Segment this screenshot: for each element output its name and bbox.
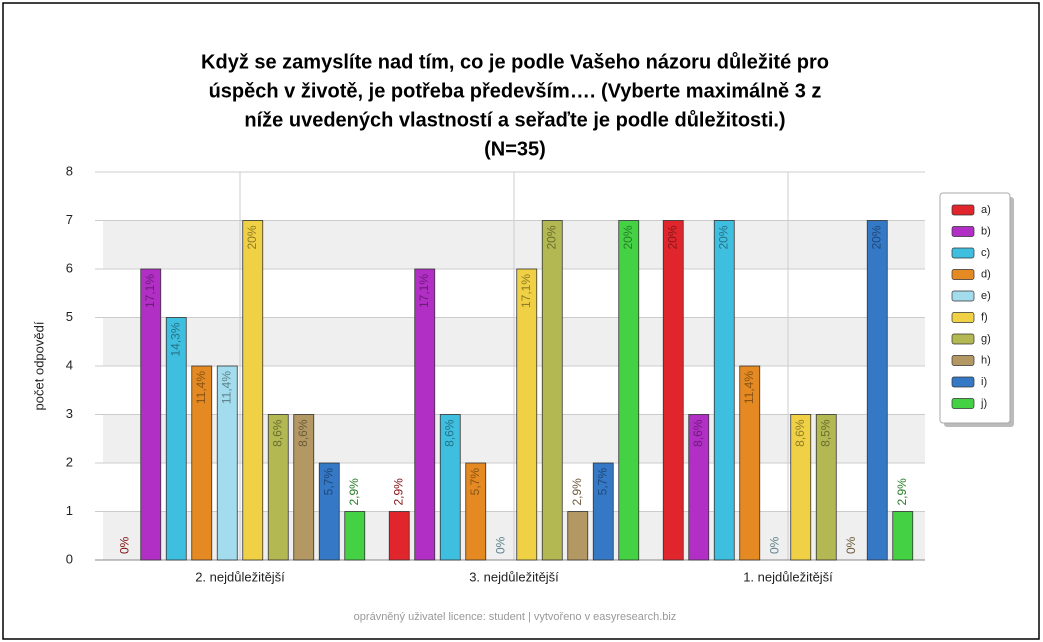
bar xyxy=(344,511,366,561)
bar xyxy=(739,365,761,561)
value-label: 5,7% xyxy=(321,468,335,496)
legend-label: d) xyxy=(981,268,991,280)
y-tick-label: 2 xyxy=(66,454,73,469)
y-tick-label: 1 xyxy=(66,503,73,518)
legend-label: c) xyxy=(981,247,990,259)
chart-title: Když se zamyslíte nad tím, co je podle V… xyxy=(201,51,829,73)
bar xyxy=(662,220,684,561)
bar xyxy=(567,511,589,561)
y-tick-label: 0 xyxy=(66,551,73,566)
value-label: 17,1% xyxy=(143,274,157,308)
legend-label: a) xyxy=(981,204,991,216)
bar xyxy=(267,414,289,561)
bar xyxy=(242,220,264,561)
y-tick-label: 5 xyxy=(66,309,73,324)
value-label: 8,6% xyxy=(793,419,807,447)
value-label: 17,1% xyxy=(519,274,533,308)
value-label: 20% xyxy=(665,225,679,249)
value-label: 0% xyxy=(493,536,507,554)
bar xyxy=(541,220,563,561)
value-label: 11,4% xyxy=(742,371,756,404)
bar xyxy=(140,268,162,561)
legend-swatch xyxy=(951,398,975,409)
x-tick-label: 2. nejdůležitější xyxy=(195,569,285,584)
legend-label: e) xyxy=(981,290,991,302)
value-label: 8,5% xyxy=(818,419,832,447)
value-label: 20% xyxy=(245,225,259,249)
value-label: 2,9% xyxy=(570,478,584,506)
bar xyxy=(439,414,461,561)
value-label: 20% xyxy=(716,225,730,249)
legend-label: g) xyxy=(981,333,991,345)
bar xyxy=(790,414,812,561)
footer: oprávněný uživatel licence: student | vy… xyxy=(354,611,677,623)
y-tick-label: 7 xyxy=(66,212,73,227)
y-tick-label: 3 xyxy=(66,406,73,421)
value-label: 2,9% xyxy=(347,478,361,506)
legend-label: j) xyxy=(980,397,987,409)
legend-box xyxy=(939,192,1011,424)
legend-swatch xyxy=(951,355,975,366)
legend-swatch xyxy=(951,204,975,216)
x-tick-label: 1. nejdůležitější xyxy=(743,569,833,584)
legend-swatch xyxy=(951,269,975,280)
legend-swatch xyxy=(951,333,975,345)
value-label: 2,9% xyxy=(895,478,909,506)
bar xyxy=(165,317,187,561)
value-label: 8,6% xyxy=(296,419,310,447)
value-label: 0% xyxy=(844,536,858,554)
y-axis-label: počet odpovědí xyxy=(31,321,46,410)
bar xyxy=(688,414,710,561)
bar xyxy=(465,462,487,561)
value-label: 8,6% xyxy=(691,419,705,447)
value-label: 0% xyxy=(767,536,781,554)
value-label: 5,7% xyxy=(595,468,609,496)
bar xyxy=(618,220,640,561)
bar xyxy=(815,414,837,561)
bar xyxy=(388,511,410,561)
bar xyxy=(892,511,914,561)
value-label: 5,7% xyxy=(468,468,482,496)
chart-title: (N=35) xyxy=(484,138,546,160)
value-label: 20% xyxy=(544,225,558,249)
value-label: 8,6% xyxy=(270,419,284,447)
legend-swatch xyxy=(951,376,975,388)
value-label: 20% xyxy=(869,225,883,249)
bar xyxy=(293,414,315,561)
bar xyxy=(414,268,436,561)
bar xyxy=(592,462,614,561)
value-label: 17,1% xyxy=(417,274,431,308)
y-tick-label: 4 xyxy=(66,357,73,372)
bar xyxy=(318,462,340,561)
bar xyxy=(866,220,888,561)
value-label: 14,3% xyxy=(168,322,182,356)
value-label: 0% xyxy=(117,536,131,554)
chart-title: úspěch v životě, je potřeba především…. … xyxy=(209,80,822,102)
x-tick-label: 3. nejdůležitější xyxy=(469,569,559,584)
value-label: 2,9% xyxy=(391,478,405,506)
bar xyxy=(516,268,538,561)
value-label: 11,4% xyxy=(219,371,233,404)
legend-swatch xyxy=(951,226,975,237)
legend-swatch xyxy=(951,290,975,302)
legend-swatch xyxy=(951,312,975,323)
legend-label: h) xyxy=(981,354,991,366)
y-tick-label: 6 xyxy=(66,260,73,275)
bar xyxy=(216,365,238,561)
legend-label: f) xyxy=(981,311,988,323)
value-label: 20% xyxy=(621,225,635,249)
chart-title: níže uvedených vlastností a seřaďte je p… xyxy=(244,109,785,131)
legend-label: b) xyxy=(981,225,991,237)
value-label: 8,6% xyxy=(442,419,456,447)
y-tick-label: 8 xyxy=(66,163,73,178)
bar xyxy=(713,220,735,561)
bar xyxy=(191,365,213,561)
legend-label: i) xyxy=(981,376,987,388)
value-label: 11,4% xyxy=(194,371,208,404)
legend-swatch xyxy=(951,247,975,259)
